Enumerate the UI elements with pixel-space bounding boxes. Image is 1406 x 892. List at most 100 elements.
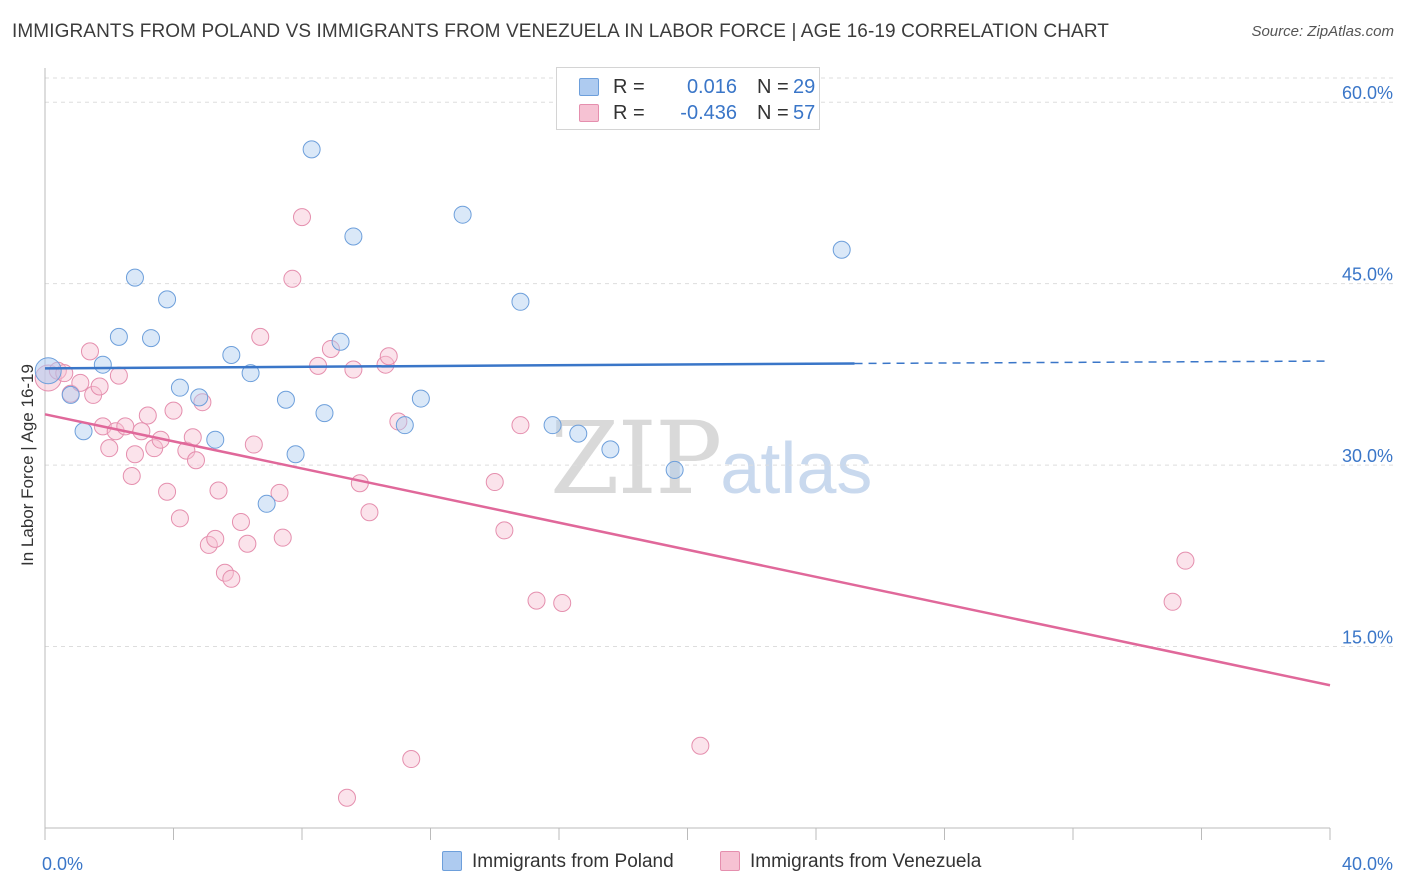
poland-point [543,416,562,435]
venezuela-point [485,473,504,492]
poland-trend-extension [854,360,1331,365]
r-value: 0.016 [686,76,737,98]
n-label: N = [757,76,789,98]
venezuela-point [511,416,530,435]
venezuela-point [158,482,177,501]
r-label: R = [613,76,645,98]
venezuela-point [170,509,189,528]
venezuela-point [495,521,514,540]
venezuela-point [360,503,379,522]
watermark: ZIPatlas [550,400,872,517]
venezuela-point [206,529,225,548]
poland-point [190,388,209,407]
poland-point [302,140,321,159]
r-value: -0.436 [680,102,737,124]
x-tick-label: 40.0% [1342,854,1393,874]
poland-point [395,416,414,435]
r-label: R = [613,102,645,124]
venezuela-point [231,512,250,531]
y-tick-label: 15.0% [1342,628,1393,648]
venezuela-point [244,435,263,454]
venezuela-point [251,327,270,346]
venezuela-point [122,466,141,485]
poland-swatch-icon [442,851,462,871]
legend-item-venezuela: Immigrants from Venezuela [720,851,981,873]
poland-point [93,355,112,374]
venezuela-swatch-icon [720,851,740,871]
poland-point [34,357,62,385]
venezuela-point [109,366,128,385]
venezuela-trend-line [44,413,1331,687]
venezuela-point [527,591,546,610]
x-tick-label: 0.0% [42,854,83,874]
venezuela-point [132,422,151,441]
n-value: 29 [793,76,816,98]
poland-point [344,227,363,246]
poland-point [453,205,472,224]
correlation-legend: R = 0.016 N = 29 R = -0.436 N = 57 [556,67,820,130]
poland-point [569,424,588,443]
venezuela-point [1176,551,1195,570]
y-tick-label: 30.0% [1342,446,1393,466]
legend-item-poland: Immigrants from Poland [442,851,674,873]
poland-point [286,445,305,464]
y-tick-label: 60.0% [1342,83,1393,103]
venezuela-point [71,373,90,392]
venezuela-point [283,269,302,288]
venezuela-point [402,750,421,769]
poland-point [241,364,260,383]
venezuela-point [100,439,119,458]
venezuela-point [238,534,257,553]
legend-label-venezuela: Immigrants from Venezuela [750,851,982,872]
venezuela-point [293,208,311,227]
poland-point [665,460,684,479]
venezuela-point [270,483,289,502]
poland-swatch-icon [579,78,599,96]
legend-label-poland: Immigrants from Poland [472,851,674,872]
venezuela-point [222,569,241,588]
n-value: 57 [793,102,816,124]
poland-point [276,390,295,409]
poland-point [257,494,276,513]
venezuela-point [193,393,212,412]
n-label: N = [757,102,789,124]
watermark-zip: ZIP [550,400,722,517]
poland-point [411,389,430,408]
poland-point [109,327,128,346]
venezuela-point [337,788,356,807]
poland-point [331,332,350,351]
venezuela-point [186,451,205,470]
venezuela-point [138,406,157,425]
poland-point [158,290,177,309]
poland-point [222,346,241,365]
venezuela-point [553,594,572,612]
y-axis-label: In Labor Force | Age 16-19 [18,364,37,566]
venezuela-point [350,474,369,493]
watermark-atlas: atlas [720,429,873,509]
venezuela-point [379,347,398,366]
venezuela-point [90,377,109,396]
venezuela-point [321,339,340,358]
chart-title: IMMIGRANTS FROM POLAND VS IMMIGRANTS FRO… [12,21,1109,42]
venezuela-point [125,445,144,464]
poland-point [170,378,189,397]
poland-point [61,385,80,404]
poland-point [74,422,93,441]
poland-point [511,292,530,311]
venezuela-point [1163,592,1182,611]
venezuela-point [80,342,99,361]
poland-point [832,240,851,259]
venezuela-point [344,360,363,379]
poland-point [206,430,225,449]
source-label: Source: ZipAtlas.com [1251,23,1394,40]
venezuela-swatch-icon [579,104,599,122]
venezuela-point [273,528,292,547]
poland-point [315,404,334,423]
poland-point [125,268,144,287]
venezuela-point [164,401,183,420]
poland-point [142,329,161,348]
venezuela-point [691,736,710,755]
poland-trend-line [44,362,855,370]
venezuela-point [209,481,228,500]
